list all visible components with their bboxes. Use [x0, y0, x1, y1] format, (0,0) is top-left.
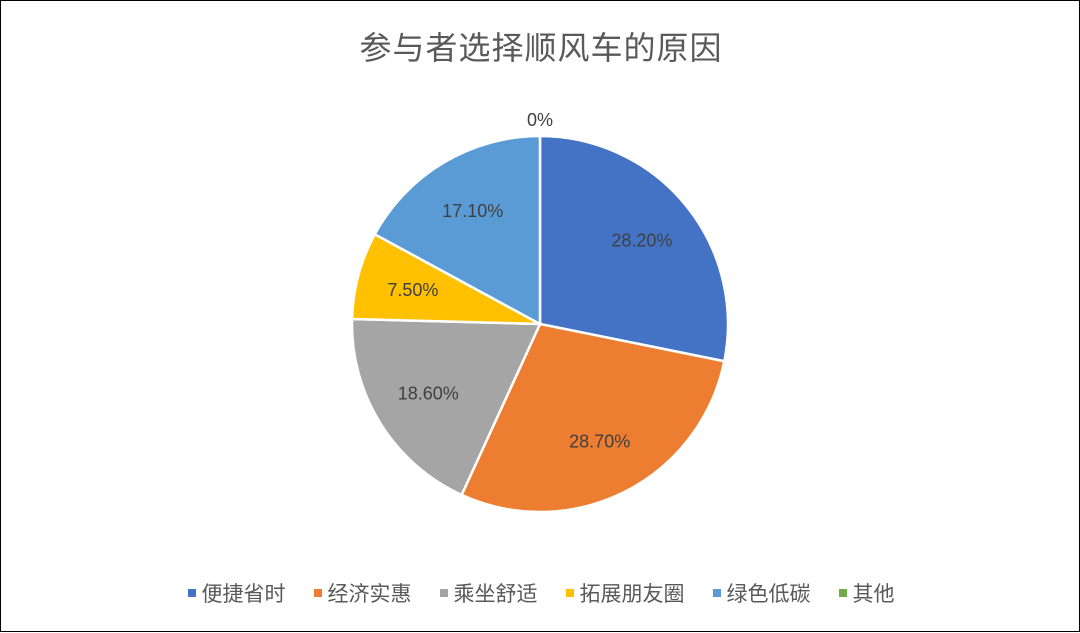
- legend-label: 其他: [852, 582, 895, 606]
- legend-item-convenient: 便捷省时: [187, 578, 286, 608]
- legend-item-comfortable: 乘坐舒适: [439, 578, 538, 608]
- legend-item-low-carbon: 绿色低碳: [712, 578, 811, 608]
- legend-label: 绿色低碳: [726, 582, 811, 606]
- chart-title: 参与者选择顺风车的原因: [359, 29, 723, 67]
- slice-label-low-carbon: 17.10%: [442, 201, 503, 221]
- legend-swatch: [712, 589, 721, 597]
- legend-swatch: [565, 589, 574, 597]
- legend: 便捷省时 经济实惠 乘坐舒适 拓展朋友圈 绿色低碳 其他: [1, 578, 1080, 608]
- legend-swatch: [313, 589, 322, 597]
- legend-swatch: [838, 589, 847, 597]
- legend-swatch: [439, 589, 448, 597]
- pie-slice-low-carbon: [373, 134, 542, 327]
- legend-label: 经济实惠: [327, 582, 412, 606]
- legend-item-friends: 拓展朋友圈: [565, 578, 685, 608]
- legend-swatch: [187, 589, 196, 597]
- legend-item-economical: 经济实惠: [313, 578, 412, 608]
- pie-slice-convenient: [538, 134, 730, 363]
- legend-label: 乘坐舒适: [453, 582, 538, 606]
- pie-slice-economical: [459, 322, 726, 514]
- slice-label-other: 0%: [527, 110, 553, 130]
- slice-label-comfortable: 18.60%: [398, 384, 459, 404]
- slice-label-convenient: 28.20%: [611, 231, 672, 251]
- legend-item-other: 其他: [838, 578, 895, 608]
- pie-slice-comfortable: [350, 317, 542, 497]
- legend-label: 便捷省时: [201, 582, 286, 606]
- legend-label: 拓展朋友圈: [579, 582, 685, 606]
- slice-label-economical: 28.70%: [569, 431, 630, 451]
- slice-label-friends: 7.50%: [387, 280, 438, 300]
